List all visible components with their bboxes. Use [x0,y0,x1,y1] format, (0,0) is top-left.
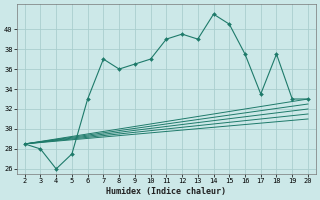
X-axis label: Humidex (Indice chaleur): Humidex (Indice chaleur) [106,187,226,196]
